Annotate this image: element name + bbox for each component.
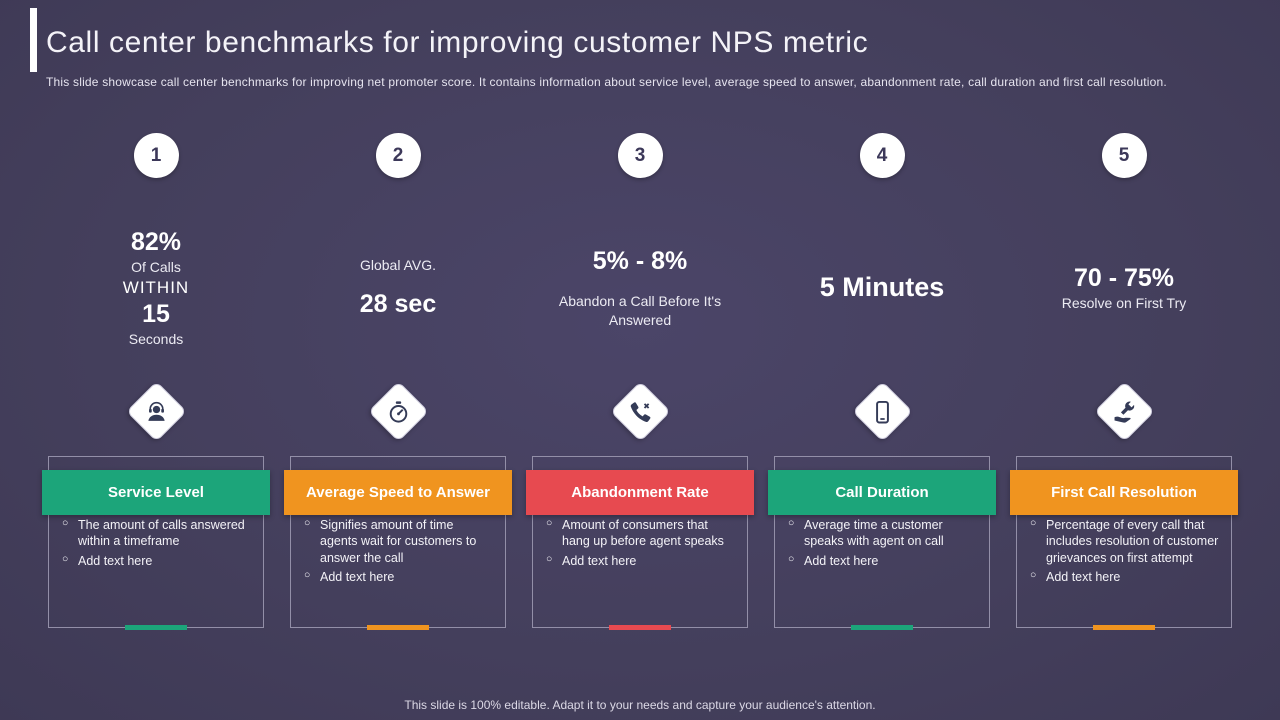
stat-block: 5 Minutes — [820, 204, 945, 372]
stat-caption: WITHIN — [122, 277, 190, 297]
bullet-item: Add text here — [61, 553, 251, 569]
step-number-badge: 3 — [617, 133, 663, 178]
column-call-duration: 4 5 Minutes Call Duration Average — [766, 133, 998, 630]
bullet-item: Amount of consumers that hang up before … — [545, 517, 735, 550]
bullet-list: Amount of consumers that hang up before … — [545, 517, 735, 569]
benchmark-columns: 1 82% Of Calls WITHIN 15 Seconds — [0, 133, 1280, 630]
agent-headset-icon — [143, 398, 169, 424]
bullet-item: Signifies amount of time agents wait for… — [303, 517, 493, 566]
page-title: Call center benchmarks for improving cus… — [46, 26, 869, 59]
slide-header: Call center benchmarks for improving cus… — [0, 0, 1280, 89]
icon-diamond — [609, 372, 671, 450]
call-abandon-icon — [627, 398, 653, 424]
panel-header: Call Duration — [768, 470, 996, 515]
smartphone-icon — [869, 398, 895, 424]
stat-value: 5% - 8% — [592, 247, 688, 276]
column-service-level: 1 82% Of Calls WITHIN 15 Seconds — [40, 133, 272, 630]
stat-block: Global AVG. 28 sec — [360, 204, 436, 372]
stat-caption: Seconds — [128, 331, 184, 348]
bullet-item: Add text here — [545, 553, 735, 569]
diamond-shape — [851, 380, 913, 442]
benchmark-panel: Abandonment Rate Amount of consumers tha… — [526, 456, 754, 630]
stat-caption: Resolve on First Try — [1061, 295, 1187, 312]
stat-caption: Abandon a Call Before It's Answered — [558, 292, 722, 328]
bullet-list: Percentage of every call that includes r… — [1029, 517, 1219, 585]
panel-accent-underline — [125, 625, 187, 630]
diamond-shape — [1093, 380, 1155, 442]
speed-gauge-icon — [385, 398, 411, 424]
column-average-speed: 2 Global AVG. 28 sec — [282, 133, 514, 630]
page-subtitle: This slide showcase call center benchmar… — [46, 75, 1167, 89]
benchmark-panel: Service Level The amount of calls answer… — [42, 456, 270, 630]
bullet-list: Signifies amount of time agents wait for… — [303, 517, 493, 585]
column-abandonment-rate: 3 5% - 8% Abandon a Call Before It's Ans… — [524, 133, 756, 630]
diamond-shape — [367, 380, 429, 442]
icon-diamond — [367, 372, 429, 450]
stat-value: 82% — [130, 227, 182, 256]
panel-accent-underline — [851, 625, 913, 630]
icon-diamond — [851, 372, 913, 450]
icon-diamond — [1093, 372, 1155, 450]
bullet-item: Add text here — [787, 553, 977, 569]
title-accent-bar — [30, 8, 37, 72]
benchmark-panel: Average Speed to Answer Signifies amount… — [284, 456, 512, 630]
diamond-shape — [609, 380, 671, 442]
step-number-badge: 5 — [1101, 133, 1147, 178]
diamond-shape — [125, 380, 187, 442]
slide-footer-note: This slide is 100% editable. Adapt it to… — [404, 698, 876, 712]
panel-header: Abandonment Rate — [526, 470, 754, 515]
bullet-list: The amount of calls answered within a ti… — [61, 517, 251, 569]
panel-accent-underline — [1093, 625, 1155, 630]
bullet-list: Average time a customer speaks with agen… — [787, 517, 977, 569]
panel-header: Average Speed to Answer — [284, 470, 512, 515]
stat-block: 70 - 75% Resolve on First Try — [1062, 204, 1186, 372]
step-number-badge: 4 — [859, 133, 905, 178]
icon-diamond — [125, 372, 187, 450]
benchmark-panel: Call Duration Average time a customer sp… — [768, 456, 996, 630]
stat-caption: Of Calls — [131, 259, 181, 276]
column-first-call-resolution: 5 70 - 75% Resolve on First Try First Ca… — [1008, 133, 1240, 630]
stat-block: 82% Of Calls WITHIN 15 Seconds — [123, 204, 189, 372]
bullet-item: Add text here — [303, 569, 493, 585]
stat-value: 28 sec — [359, 289, 437, 318]
bullet-item: Percentage of every call that includes r… — [1029, 517, 1219, 566]
hand-wrench-icon — [1111, 398, 1137, 424]
stat-value: 15 — [142, 300, 170, 329]
panel-accent-underline — [609, 625, 671, 630]
bullet-item: Add text here — [1029, 569, 1219, 585]
benchmark-panel: First Call Resolution Percentage of ever… — [1010, 456, 1238, 630]
stat-caption: Global AVG. — [359, 256, 436, 273]
panel-header: First Call Resolution — [1010, 470, 1238, 515]
stat-block: 5% - 8% Abandon a Call Before It's Answe… — [548, 204, 733, 372]
step-number-badge: 2 — [375, 133, 421, 178]
stat-value: 70 - 75% — [1073, 263, 1175, 292]
step-number-badge: 1 — [133, 133, 179, 178]
panel-accent-underline — [367, 625, 429, 630]
bullet-item: The amount of calls answered within a ti… — [61, 517, 251, 550]
bullet-item: Average time a customer speaks with agen… — [787, 517, 977, 550]
stat-value: 5 Minutes — [819, 272, 945, 303]
panel-header: Service Level — [42, 470, 270, 515]
